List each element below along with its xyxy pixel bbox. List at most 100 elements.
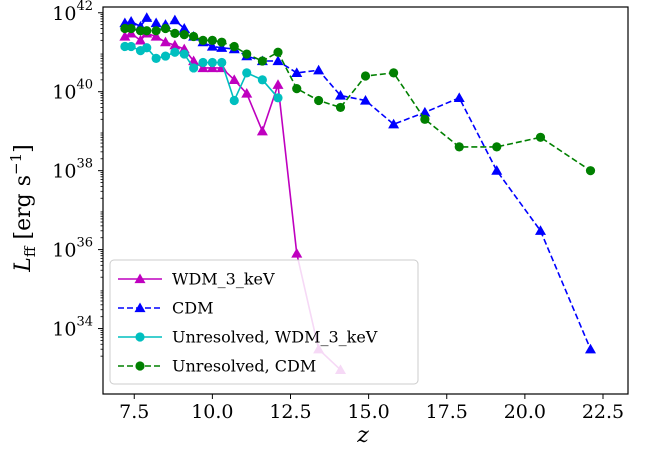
data-point bbox=[170, 47, 180, 57]
data-point bbox=[151, 53, 161, 63]
data-point bbox=[135, 34, 146, 45]
data-point bbox=[360, 94, 371, 105]
data-point bbox=[126, 23, 136, 34]
series-3 bbox=[120, 41, 283, 106]
legend-label: WDM_3_keV bbox=[172, 270, 275, 289]
data-point bbox=[242, 49, 252, 59]
data-point bbox=[388, 118, 400, 129]
series-line bbox=[124, 45, 279, 103]
plot-frame bbox=[102, 6, 629, 395]
data-point bbox=[360, 71, 371, 81]
ticks-layer: 7.5 10.0 12.5 15.0 17.5 20.0 22.5 1034 1036 1038 1… bbox=[52, 0, 624, 423]
data-point bbox=[160, 23, 171, 34]
y-tick-label: 1040 bbox=[52, 78, 93, 104]
data-point bbox=[142, 43, 152, 53]
series-1 bbox=[119, 27, 346, 374]
data-point bbox=[198, 35, 208, 45]
data-point bbox=[207, 35, 217, 45]
data-point bbox=[535, 225, 546, 235]
data-point bbox=[291, 247, 303, 258]
data-point bbox=[178, 22, 190, 33]
data-point bbox=[292, 83, 302, 94]
data-point bbox=[197, 62, 209, 73]
data-point bbox=[272, 79, 284, 89]
data-point bbox=[272, 55, 284, 66]
data-point bbox=[257, 75, 267, 85]
legend-marker bbox=[135, 361, 145, 371]
y-tick-label: 1042 bbox=[52, 0, 93, 25]
legend: WDM_3_keV CDM Unresolved, WDM_3_keV Unresol… bbox=[109, 259, 419, 385]
data-point bbox=[179, 29, 189, 40]
data-point bbox=[389, 68, 399, 78]
data-point bbox=[335, 102, 346, 113]
data-point bbox=[160, 51, 171, 61]
data-point bbox=[125, 16, 137, 26]
data-point bbox=[142, 26, 152, 36]
x-tick-label: 7.5 bbox=[119, 401, 149, 423]
x-tick-label: 15.0 bbox=[347, 401, 389, 423]
data-point bbox=[228, 74, 240, 84]
data-point bbox=[150, 31, 162, 41]
data-point bbox=[189, 31, 199, 42]
data-point bbox=[453, 92, 465, 102]
data-point bbox=[206, 40, 218, 51]
data-point bbox=[126, 41, 136, 52]
data-point bbox=[179, 49, 189, 59]
data-point bbox=[169, 39, 181, 50]
x-tick-label: 17.5 bbox=[426, 401, 468, 423]
data-point bbox=[160, 36, 171, 47]
y-label-unit-close: ] bbox=[11, 144, 36, 153]
x-tick-label: 10.0 bbox=[191, 401, 233, 423]
data-point bbox=[420, 114, 430, 124]
y-label-unit-open: [erg s bbox=[11, 175, 36, 246]
data-point bbox=[257, 56, 267, 66]
data-point bbox=[229, 41, 239, 52]
y-tick-label: 1034 bbox=[52, 315, 93, 341]
data-point bbox=[207, 57, 217, 68]
legend-label: Unresolved, WDM_3_keV bbox=[172, 328, 378, 347]
data-point bbox=[229, 95, 239, 106]
data-point bbox=[256, 125, 268, 136]
data-point bbox=[170, 28, 180, 39]
data-point bbox=[241, 88, 253, 98]
y-tick-label: 1038 bbox=[52, 157, 93, 183]
x-tick-label: 22.5 bbox=[582, 401, 624, 423]
legend-marker bbox=[134, 302, 146, 313]
series-4 bbox=[120, 23, 596, 176]
data-point bbox=[335, 90, 346, 100]
data-point bbox=[217, 37, 227, 47]
legend-label: CDM bbox=[172, 299, 213, 318]
y-label-unit-exp: −1 bbox=[7, 153, 25, 175]
data-point bbox=[150, 17, 162, 28]
data-point bbox=[141, 12, 153, 22]
y-axis-label: Lff [erg s−1] bbox=[7, 144, 39, 272]
data-point bbox=[198, 57, 208, 68]
series-layer bbox=[119, 12, 596, 374]
data-point bbox=[314, 95, 324, 106]
data-point bbox=[491, 165, 503, 175]
legend-box bbox=[109, 259, 419, 385]
data-point bbox=[217, 57, 227, 68]
data-point bbox=[273, 93, 283, 103]
data-point bbox=[313, 64, 325, 75]
data-point bbox=[151, 26, 161, 36]
data-point bbox=[585, 343, 596, 354]
x-axis-label: z bbox=[356, 423, 369, 448]
y-label-sub: ff bbox=[21, 245, 39, 257]
legend-marker bbox=[134, 273, 146, 284]
data-point bbox=[189, 63, 199, 73]
legend-label: Unresolved, CDM bbox=[172, 357, 316, 376]
data-point bbox=[216, 42, 228, 52]
x-tick-label: 20.0 bbox=[504, 401, 546, 423]
legend-marker bbox=[135, 332, 145, 342]
data-point bbox=[169, 14, 181, 25]
data-point bbox=[242, 68, 252, 78]
data-point bbox=[585, 166, 596, 176]
data-point bbox=[291, 67, 303, 78]
series-line bbox=[124, 27, 591, 172]
data-point bbox=[273, 47, 283, 57]
data-point bbox=[535, 132, 546, 142]
data-point bbox=[119, 31, 131, 41]
y-tick-label: 1036 bbox=[52, 236, 93, 262]
